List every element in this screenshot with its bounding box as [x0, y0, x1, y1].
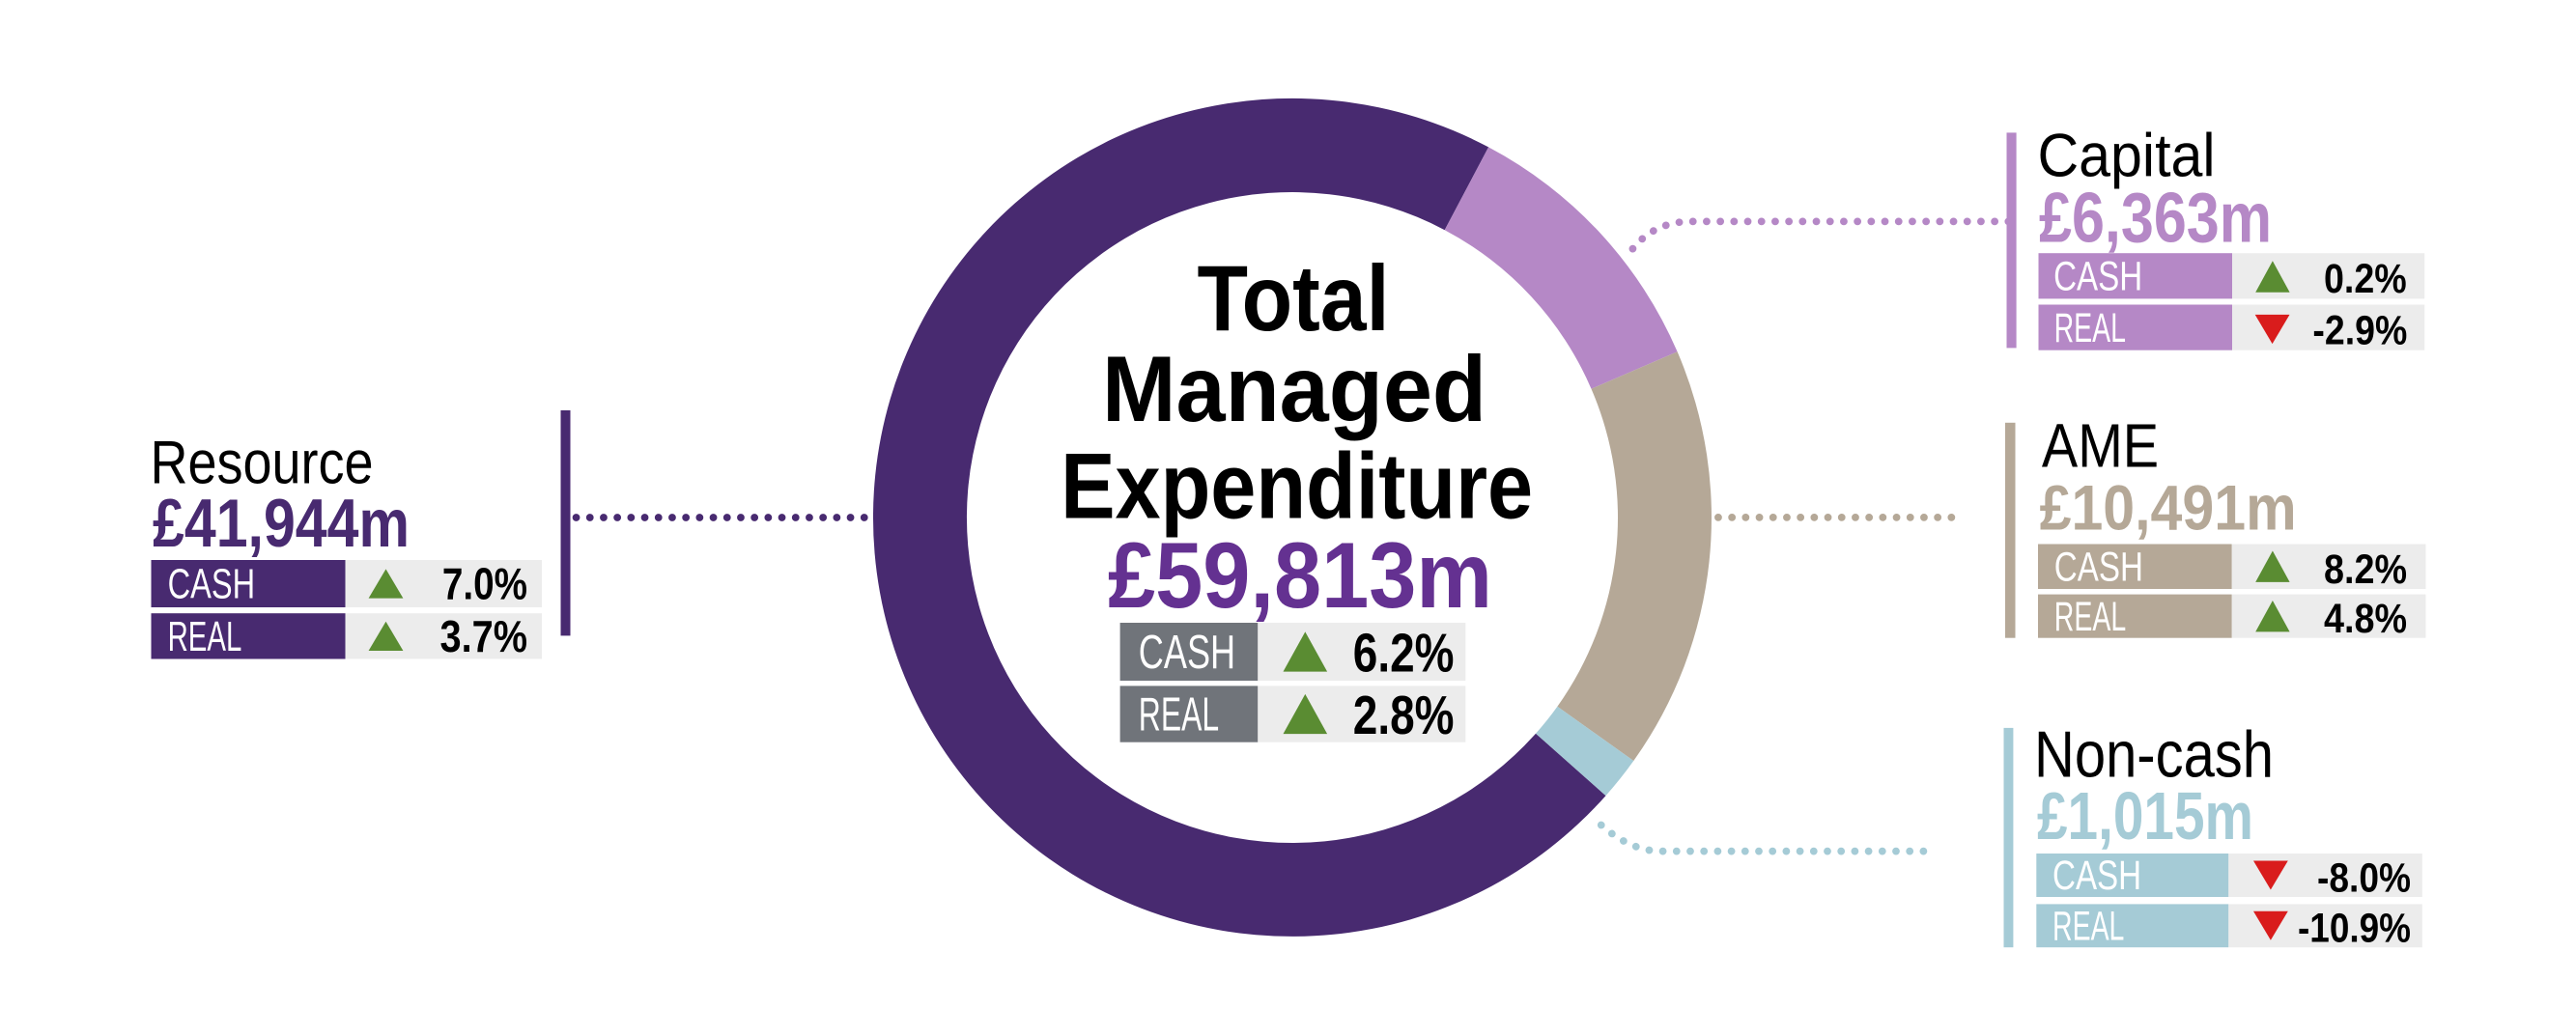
svg-text:REAL: REAL — [2054, 594, 2126, 640]
svg-text:CASH: CASH — [2052, 853, 2141, 899]
svg-text:REAL: REAL — [2052, 904, 2124, 950]
svg-text:£10,491m: £10,491m — [2040, 473, 2297, 545]
svg-text:Managed: Managed — [1102, 338, 1486, 441]
svg-text:CASH: CASH — [1139, 626, 1235, 679]
svg-text:-2.9%: -2.9% — [2312, 307, 2407, 353]
svg-text:£6,363m: £6,363m — [2039, 177, 2272, 257]
svg-text:£59,813m: £59,813m — [1108, 524, 1492, 628]
svg-text:Capital: Capital — [2038, 122, 2216, 189]
svg-text:Expenditure: Expenditure — [1061, 435, 1533, 539]
svg-text:CASH: CASH — [2054, 545, 2143, 591]
svg-text:REAL: REAL — [168, 613, 242, 660]
svg-text:-8.0%: -8.0% — [2317, 854, 2411, 901]
svg-text:8.2%: 8.2% — [2324, 546, 2407, 593]
svg-text:£41,944m: £41,944m — [153, 486, 410, 562]
svg-text:REAL: REAL — [2054, 305, 2126, 351]
svg-text:4.8%: 4.8% — [2324, 596, 2407, 642]
svg-text:AME: AME — [2042, 410, 2159, 480]
svg-text:7.0%: 7.0% — [442, 558, 527, 608]
svg-text:£1,015m: £1,015m — [2037, 778, 2253, 854]
svg-text:2.8%: 2.8% — [1353, 686, 1455, 746]
svg-text:Total: Total — [1198, 247, 1390, 350]
svg-text:CASH: CASH — [2053, 254, 2142, 300]
svg-text:0.2%: 0.2% — [2324, 256, 2407, 302]
svg-text:REAL: REAL — [1139, 688, 1219, 742]
svg-text:Non-cash: Non-cash — [2034, 719, 2274, 792]
svg-text:CASH: CASH — [168, 561, 256, 608]
svg-text:3.7%: 3.7% — [440, 611, 528, 661]
svg-text:Resource: Resource — [151, 430, 374, 497]
svg-text:6.2%: 6.2% — [1353, 624, 1455, 685]
svg-text:-10.9%: -10.9% — [2298, 906, 2411, 952]
